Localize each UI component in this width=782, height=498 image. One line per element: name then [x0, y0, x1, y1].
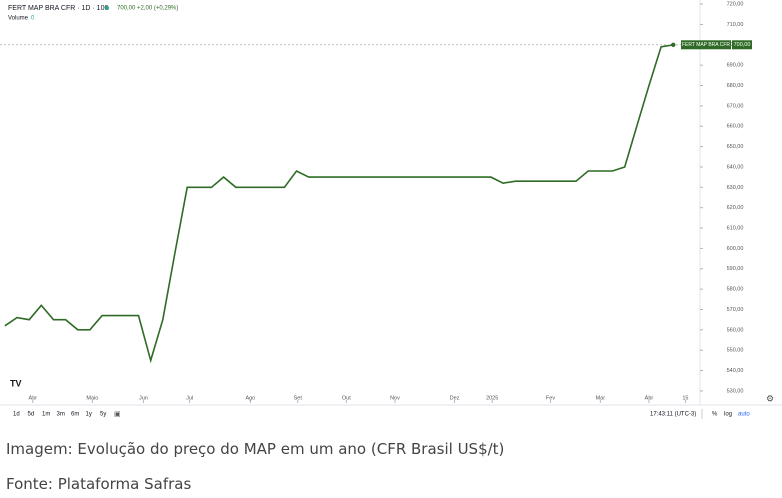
- volume-value: 0: [31, 16, 35, 22]
- y-tick-label: 610,00: [727, 225, 744, 231]
- y-tick-label: 620,00: [727, 205, 744, 211]
- x-tick-label: Set: [294, 395, 303, 401]
- range-button[interactable]: 5y: [100, 412, 106, 418]
- y-tick-label: 650,00: [727, 144, 744, 150]
- y-tick-label: 720,00: [727, 2, 744, 8]
- series-name-tag: [681, 40, 731, 50]
- x-tick-label: Abr: [645, 395, 654, 401]
- x-tick-label: Jun: [139, 395, 148, 401]
- y-tick-label: 690,00: [727, 63, 744, 69]
- clock: 17:43:11 (UTC-3): [650, 412, 696, 418]
- last-point: [671, 42, 676, 47]
- range-button[interactable]: 1d: [13, 412, 20, 418]
- y-tick-label: 540,00: [727, 368, 744, 374]
- x-tick-label: Ago: [245, 395, 255, 401]
- x-tick-label: Maio: [86, 395, 98, 401]
- y-tick-label: 660,00: [727, 124, 744, 130]
- x-tick-label: 15: [682, 395, 688, 401]
- price-line: [4, 44, 674, 364]
- chart: FERT MAP BRA CFR · 1D · 100 700,00 +2,00…: [0, 0, 782, 419]
- y-tick-label: 530,00: [727, 388, 744, 394]
- y-tick-label: 590,00: [727, 266, 744, 272]
- y-tick-label: 580,00: [727, 287, 744, 293]
- settings-icon[interactable]: ⚙: [766, 393, 774, 403]
- y-tick-label: 560,00: [727, 327, 744, 333]
- chart-subtitle: 700,00 +2,00 (+0,29%): [117, 6, 178, 12]
- tv-logo: TV: [10, 378, 22, 388]
- x-tick-label: Fev: [546, 395, 555, 401]
- status-dot: [105, 6, 109, 10]
- caption: Imagem: Evolução do preço do MAP em um a…: [6, 440, 505, 458]
- calendar-icon[interactable]: ▣: [114, 411, 121, 418]
- chart-title: FERT MAP BRA CFR · 1D · 100: [8, 5, 108, 12]
- y-tick-label: 570,00: [727, 307, 744, 313]
- series-name: FERT MAP BRA CFR: [682, 42, 730, 48]
- x-tick-label: Abr: [29, 395, 38, 401]
- x-tick-label: 2025: [486, 395, 498, 401]
- x-tick-label: Nov: [390, 395, 400, 401]
- x-tick-label: Jul: [186, 395, 193, 401]
- y-tick-label: 550,00: [727, 348, 744, 354]
- y-tick-label: 630,00: [727, 185, 744, 191]
- range-button[interactable]: 6m: [71, 412, 79, 418]
- y-tick-label: 680,00: [727, 83, 744, 89]
- x-tick-label: Out: [342, 395, 351, 401]
- y-tick-label: 670,00: [727, 103, 744, 109]
- last-price-tag: [732, 40, 752, 50]
- range-button[interactable]: 3m: [57, 412, 65, 418]
- range-button[interactable]: 5d: [28, 412, 35, 418]
- source: Fonte: Plataforma Safras: [6, 475, 192, 493]
- y-tick-label: 710,00: [727, 22, 744, 28]
- log-button[interactable]: log: [724, 412, 732, 418]
- percent-button[interactable]: %: [712, 412, 718, 418]
- y-tick-label: 640,00: [727, 164, 744, 170]
- last-price-label: 700,00: [734, 42, 751, 48]
- range-button[interactable]: 1y: [86, 412, 92, 418]
- x-tick-label: Dez: [450, 395, 460, 401]
- range-button[interactable]: 1m: [42, 412, 50, 418]
- x-tick-label: Mar: [596, 395, 606, 401]
- y-tick-label: 600,00: [727, 246, 744, 252]
- volume-label: Volume: [8, 16, 29, 22]
- auto-button[interactable]: auto: [738, 412, 750, 418]
